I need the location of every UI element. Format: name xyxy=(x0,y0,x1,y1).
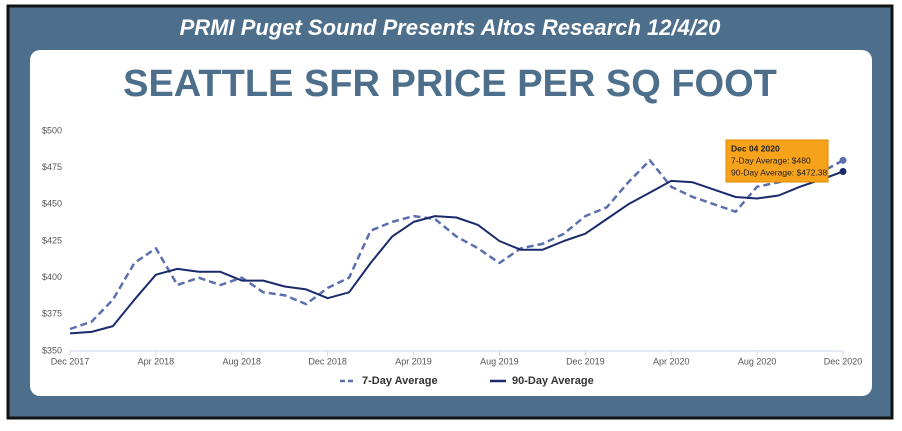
x-tick-label: Apr 2018 xyxy=(138,356,175,366)
x-tick-label: Dec 2018 xyxy=(308,356,347,366)
tooltip-text: Dec 04 2020 xyxy=(731,143,780,153)
x-tick-label: Dec 2017 xyxy=(51,356,90,366)
legend-label: 7-Day Average xyxy=(362,375,438,387)
tooltip xyxy=(725,139,829,183)
x-tick-label: Aug 2018 xyxy=(223,356,262,366)
x-tick-label: Dec 2020 xyxy=(824,356,863,366)
y-tick-label: $400 xyxy=(42,272,62,282)
y-tick-label: $450 xyxy=(42,199,62,209)
chart-title: SEATTLE SFR PRICE PER SQ FOOT xyxy=(123,63,777,105)
y-tick-label: $500 xyxy=(42,125,62,135)
legend-label: 90-Day Average xyxy=(512,375,594,387)
series-line xyxy=(69,170,844,335)
y-tick-label: $425 xyxy=(42,235,62,245)
x-tick-label: Aug 2019 xyxy=(480,356,519,366)
header: PRMI Puget Sound Presents Altos Research… xyxy=(180,15,722,40)
x-tick-label: Apr 2019 xyxy=(395,356,432,366)
panel xyxy=(30,50,872,396)
x-tick-label: Aug 2020 xyxy=(738,356,777,366)
y-tick-label: $375 xyxy=(42,309,62,319)
point xyxy=(839,156,847,164)
tooltip-text: 90-Day Average: $472.38 xyxy=(731,167,828,177)
y-tick-label: $475 xyxy=(42,162,62,172)
y-tick-label: $350 xyxy=(42,345,62,355)
tooltip-text: 7-Day Average: $480 xyxy=(731,155,811,165)
series-line xyxy=(69,159,844,331)
x-tick-label: Apr 2020 xyxy=(653,356,690,366)
x-tick-label: Dec 2019 xyxy=(566,356,605,366)
point xyxy=(839,168,847,176)
